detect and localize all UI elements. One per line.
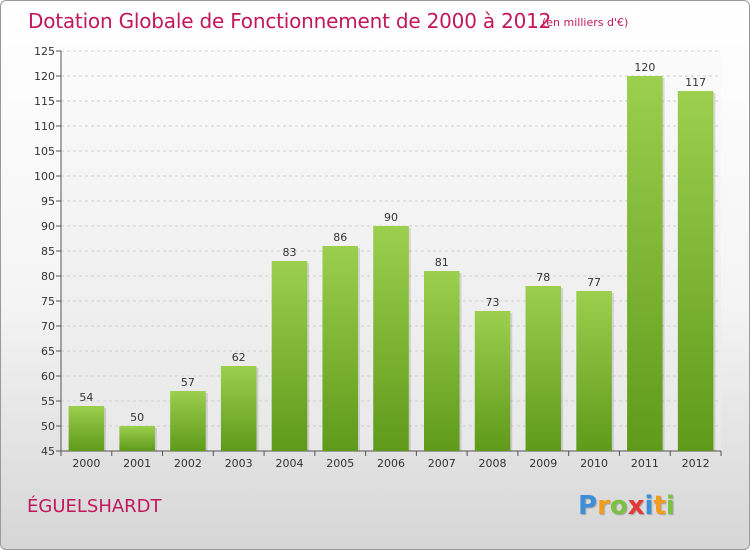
proxiti-logo: Proxiti	[578, 491, 675, 521]
bar-value-label: 117	[685, 76, 706, 89]
y-tick-label: 60	[41, 370, 55, 383]
x-tick-label: 2004	[275, 457, 303, 470]
chart-subtitle: (en milliers d'€)	[542, 16, 629, 29]
y-tick-label: 120	[34, 70, 55, 83]
x-tick-label: 2001	[123, 457, 151, 470]
x-tick-label: 2011	[631, 457, 659, 470]
y-tick-label: 50	[41, 420, 55, 433]
logo-letter: i	[644, 491, 654, 521]
x-tick-label: 2009	[529, 457, 557, 470]
y-tick-label: 55	[41, 395, 55, 408]
x-tick-label: 2002	[174, 457, 202, 470]
y-tick-label: 70	[41, 320, 55, 333]
x-tick-label: 2005	[326, 457, 354, 470]
bar	[525, 286, 562, 451]
bar	[627, 76, 663, 451]
y-tick-label: 85	[41, 245, 55, 258]
chart-title: Dotation Globale de Fonctionnement de 20…	[28, 9, 552, 33]
bar	[322, 246, 358, 451]
bar-value-label: 57	[181, 376, 195, 389]
y-tick-label: 75	[41, 295, 55, 308]
bar-value-label: 81	[435, 256, 449, 269]
bar-value-label: 78	[536, 271, 550, 284]
x-tick-label: 2008	[479, 457, 507, 470]
logo-letter: o	[609, 491, 628, 521]
x-tick-label: 2007	[428, 457, 456, 470]
bars	[68, 76, 716, 451]
bar	[68, 406, 105, 451]
bar	[119, 426, 155, 451]
bar	[373, 226, 409, 451]
bar-value-label: 120	[634, 61, 655, 74]
bar-value-label: 50	[130, 411, 144, 424]
bar-value-label: 83	[282, 246, 296, 259]
bar-value-label: 62	[232, 351, 246, 364]
y-tick-label: 125	[34, 45, 55, 58]
y-tick-label: 115	[34, 95, 55, 108]
y-tick-label: 95	[41, 195, 55, 208]
commune-name: ÉGUELSHARDT	[27, 496, 162, 517]
y-tick-label: 80	[41, 270, 55, 283]
logo-letter: t	[653, 491, 666, 521]
logo-letter: P	[578, 491, 598, 521]
logo-letter: r	[597, 491, 610, 521]
bar	[576, 291, 612, 451]
x-tick-label: 2010	[580, 457, 608, 470]
bar-value-label: 77	[587, 276, 601, 289]
y-tick-label: 100	[34, 170, 55, 183]
bar-value-label: 86	[333, 231, 347, 244]
y-tick-label: 45	[41, 445, 55, 458]
bar	[271, 261, 308, 451]
y-tick-label: 90	[41, 220, 55, 233]
x-tick-label: 2012	[682, 457, 710, 470]
bar	[677, 91, 714, 451]
bar	[474, 311, 511, 451]
y-tick-label: 65	[41, 345, 55, 358]
logo-letter: i	[665, 491, 675, 521]
logo-letter: x	[627, 491, 645, 521]
x-tick-label: 2003	[225, 457, 253, 470]
x-axis-ticks: 2000 2001 2002 2003 2004 2005 2006 2007 2008 2009…	[60, 451, 722, 470]
bar	[220, 366, 257, 451]
y-tick-label: 105	[34, 145, 55, 158]
x-tick-label: 2000	[72, 457, 100, 470]
y-tick-label: 110	[34, 120, 55, 133]
bar	[170, 391, 206, 451]
value-labels: 54 50 57 62 83 86 90 81 73 78 77 120 117	[79, 61, 706, 424]
bar	[424, 271, 460, 451]
x-tick-label: 2006	[377, 457, 405, 470]
bar-value-label: 90	[384, 211, 398, 224]
bar-value-label: 73	[486, 296, 500, 309]
bar-value-label: 54	[79, 391, 93, 404]
